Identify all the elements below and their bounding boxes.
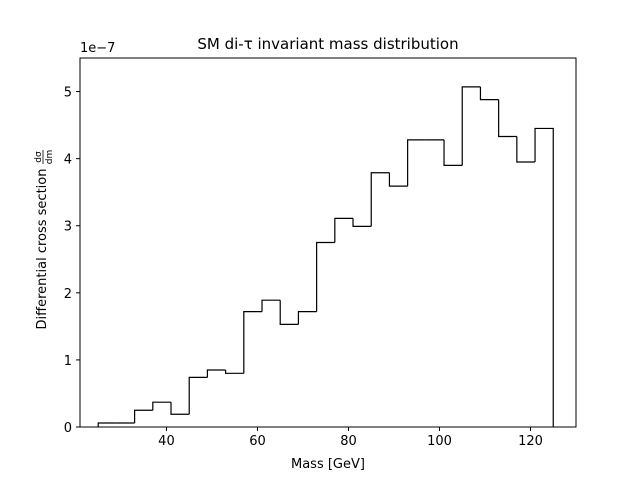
histogram-bin-step bbox=[279, 300, 299, 325]
y-axis-label-fraction-denominator: dm bbox=[45, 150, 55, 164]
y-tick-label: 0 bbox=[64, 421, 72, 436]
x-tick-label: 120 bbox=[518, 434, 543, 449]
histogram-bin-step bbox=[352, 218, 372, 227]
y-tick-label: 4 bbox=[64, 153, 72, 168]
histogram-bin-step bbox=[134, 409, 153, 423]
histogram-bin-step bbox=[152, 401, 172, 411]
y-tick-label: 5 bbox=[64, 86, 72, 101]
histogram-bin-step bbox=[316, 241, 335, 312]
plot-area: 40 60 80 100 120 0 1 2 3 4 5 bbox=[64, 57, 577, 449]
histogram-bin-step bbox=[297, 311, 317, 325]
histogram-bin-step bbox=[407, 139, 426, 187]
histogram-bin-step bbox=[498, 99, 517, 138]
histogram-bin-step bbox=[334, 217, 354, 243]
histogram-bin-step bbox=[370, 172, 390, 227]
y-tick-label: 3 bbox=[64, 220, 72, 235]
y-tick-label: 1 bbox=[64, 354, 72, 369]
x-tick-label: 60 bbox=[249, 434, 266, 449]
x-tick-label: 80 bbox=[340, 434, 357, 449]
histogram-bin-step bbox=[534, 127, 554, 427]
histogram-bin-step bbox=[206, 369, 226, 378]
histogram-bin-step bbox=[461, 86, 481, 166]
y-axis-label-fraction-numerator: dσ bbox=[34, 151, 44, 163]
histogram-bin-step bbox=[388, 172, 408, 187]
histogram-bin-step bbox=[479, 86, 499, 101]
y-axis-label-text: Differential cross section bbox=[35, 169, 50, 330]
histogram-bin-step bbox=[261, 299, 281, 312]
y-tick-label: 2 bbox=[64, 287, 72, 302]
x-axis-label: Mass [GeV] bbox=[291, 457, 365, 472]
histogram-bin-step bbox=[188, 376, 208, 415]
x-tick-label: 40 bbox=[158, 434, 175, 449]
histogram-bin-step bbox=[170, 402, 190, 415]
histogram-bin-step bbox=[516, 136, 536, 163]
y-axis-label: Differential cross section dσ dm bbox=[34, 150, 55, 330]
histogram-bin-step bbox=[97, 422, 117, 427]
chart-title: SM di-τ invariant mass distribution bbox=[197, 35, 458, 53]
y-axis-offset-label: 1e−7 bbox=[80, 41, 115, 56]
histogram-bin-step bbox=[443, 139, 463, 166]
x-tick-label: 100 bbox=[427, 434, 452, 449]
histogram-bin-step bbox=[243, 311, 263, 374]
histogram-bin-step bbox=[225, 369, 244, 374]
axes-frame bbox=[79, 57, 577, 428]
